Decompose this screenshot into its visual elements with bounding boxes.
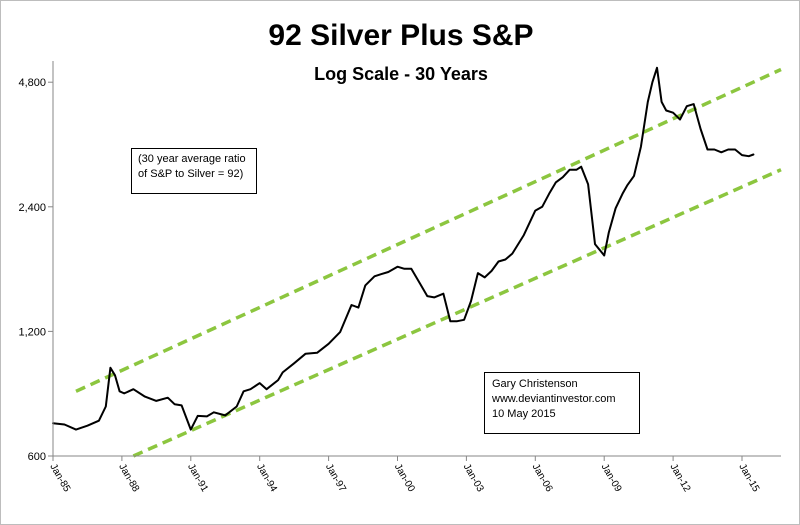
x-tick-label: Jan-09 — [599, 462, 624, 494]
author-website: www.deviantinvestor.com — [492, 393, 616, 405]
y-tick-label: 2,400 — [18, 202, 46, 214]
ratio-annotation-line-2: of S&P to Silver = 92) — [138, 168, 244, 180]
ratio-annotation-line-1: (30 year average ratio — [138, 153, 246, 165]
x-tick-label: Jan-15 — [736, 462, 761, 494]
x-tick-label: Jan-94 — [254, 462, 279, 494]
x-tick-label: Jan-06 — [530, 462, 555, 494]
x-tick-label: Jan-03 — [461, 462, 486, 494]
y-tick-label: 1,200 — [18, 326, 46, 338]
y-axis-ticks: 600 1,200 2,400 4,800 — [18, 77, 53, 463]
x-tick-label: Jan-97 — [323, 462, 348, 494]
x-tick-label: Jan-88 — [116, 462, 141, 494]
y-tick-label: 600 — [28, 451, 46, 463]
trend-line-lower — [132, 168, 782, 458]
x-tick-label: Jan-85 — [47, 462, 72, 494]
series-layer — [52, 66, 755, 431]
x-axis-ticks: Jan-85 Jan-88 Jan-91 Jan-94 Jan-97 Jan-00 Jan-… — [47, 456, 761, 494]
author-name: Gary Christenson — [492, 378, 578, 390]
author-annotation-box: Gary Christenson www.deviantinvestor.com… — [484, 372, 640, 434]
chart-subtitle: Log Scale - 30 Years — [314, 64, 488, 84]
x-tick-label: Jan-12 — [668, 462, 693, 494]
trend-line-upper — [75, 67, 782, 393]
y-tick-label: 4,800 — [18, 77, 46, 89]
series-line-0 — [52, 66, 755, 431]
x-tick-label: Jan-00 — [392, 462, 417, 494]
author-date: 10 May 2015 — [492, 408, 556, 420]
chart-title: 92 Silver Plus S&P — [268, 19, 533, 52]
ratio-annotation-box: (30 year average ratio of S&P to Silver … — [131, 148, 257, 194]
trend-lines — [75, 67, 782, 458]
x-tick-label: Jan-91 — [185, 462, 210, 494]
